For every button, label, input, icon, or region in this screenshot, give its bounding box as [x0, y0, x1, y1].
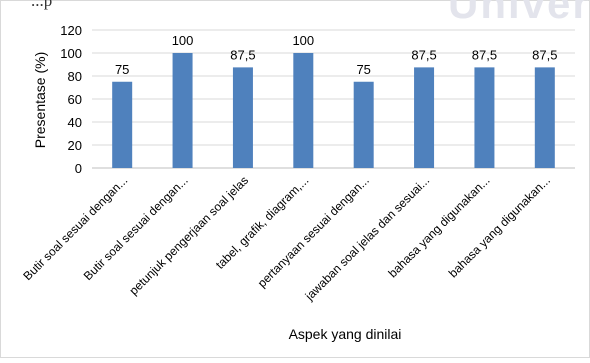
data-label: 87,5: [532, 47, 557, 62]
y-axis-ticks: 0 20 40 60 80 100 120: [60, 23, 82, 176]
data-label: 100: [172, 33, 194, 48]
bar: [414, 67, 435, 168]
bar: [293, 53, 314, 168]
bars: [112, 53, 555, 168]
y-tick-label: 60: [68, 92, 82, 107]
bar: [474, 67, 495, 168]
y-tick-label: 100: [60, 46, 82, 61]
y-tick-label: 40: [68, 115, 82, 130]
y-tick-label: 80: [68, 69, 82, 84]
y-tick-label: 120: [60, 23, 82, 38]
data-label: 87,5: [411, 47, 436, 62]
bar: [172, 53, 193, 168]
page-header-fragment: ...p Universitas: [0, 0, 590, 26]
data-label: 100: [292, 33, 314, 48]
y-tick-label: 0: [75, 161, 82, 176]
y-tick-label: 20: [68, 138, 82, 153]
data-labels: 75 100 87,5 100 75 87,5 87,5 87,5: [115, 33, 558, 77]
bar: [534, 67, 555, 168]
data-label: 75: [356, 62, 370, 77]
bar: [232, 67, 253, 168]
data-label: 75: [115, 62, 129, 77]
bar: [112, 81, 133, 168]
header-text: ...p: [31, 0, 53, 10]
y-axis-title: Presentase (%): [32, 52, 48, 148]
data-label: 87,5: [472, 47, 497, 62]
gridlines: [92, 29, 575, 169]
bar: [353, 81, 374, 168]
data-label: 87,5: [230, 47, 255, 62]
x-axis-title: Aspek yang dinilai: [289, 326, 402, 342]
watermark-text: Universitas: [448, 0, 590, 26]
